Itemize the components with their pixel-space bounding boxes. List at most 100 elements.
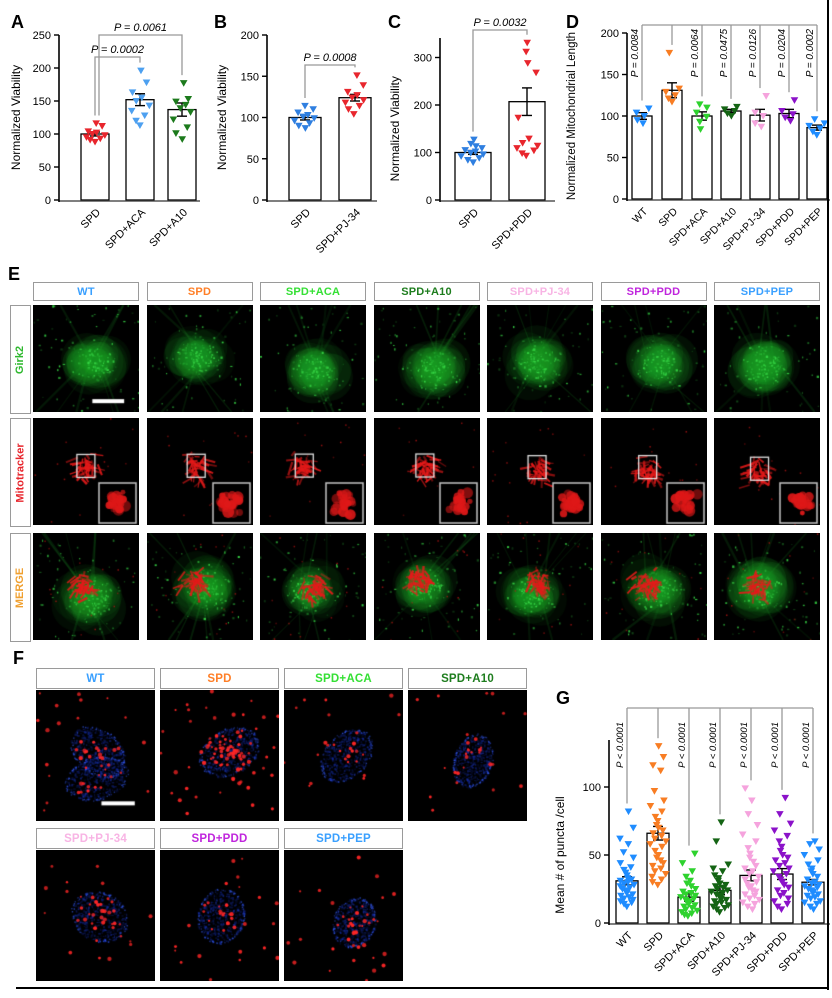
data-point xyxy=(625,884,634,892)
chart-mitochondrial-length: 0 50 100 150 200 Normalized Mitochondrial Len… xyxy=(566,24,830,253)
data-point xyxy=(304,111,312,119)
y-tick-label: 0 xyxy=(595,918,601,930)
data-point xyxy=(775,862,784,870)
data-point xyxy=(781,860,789,867)
bar-SPD+PDD xyxy=(508,101,546,201)
bar-WT xyxy=(631,115,653,200)
e-row-label-text: Girk2 xyxy=(14,345,27,374)
data-point xyxy=(353,92,361,99)
data-point xyxy=(691,885,700,893)
data-point xyxy=(128,89,137,97)
data-point xyxy=(624,841,633,848)
micrograph-puncta-SPD+PDD xyxy=(160,850,279,981)
y-tick-label: 0 xyxy=(613,194,619,206)
y-tick-label: 100 xyxy=(414,148,432,160)
data-point xyxy=(696,126,705,133)
micrograph-merge-SPD xyxy=(146,533,253,640)
data-point xyxy=(709,903,718,911)
data-point xyxy=(651,847,659,855)
micrograph-mito-SPD+PJ-34 xyxy=(487,418,593,525)
data-point xyxy=(132,97,141,105)
data-point xyxy=(661,871,670,878)
micrograph-mito-SPD xyxy=(146,418,253,525)
data-point xyxy=(650,788,659,795)
data-point xyxy=(624,879,632,886)
data-point xyxy=(738,831,747,839)
e-row-label-MERGE: MERGE xyxy=(10,533,31,642)
data-point xyxy=(658,843,666,851)
data-point xyxy=(668,98,676,106)
points-SPD+ACA xyxy=(692,101,711,133)
data-point xyxy=(470,136,478,144)
data-point xyxy=(711,883,720,890)
data-point xyxy=(91,138,99,146)
data-point xyxy=(532,69,540,77)
data-point xyxy=(717,899,726,907)
data-point xyxy=(693,907,701,915)
data-point xyxy=(172,130,180,137)
panel-label-d: D xyxy=(566,12,579,32)
micrograph-puncta-SPD xyxy=(160,690,279,821)
data-point xyxy=(461,147,470,154)
data-point xyxy=(727,112,736,120)
data-point xyxy=(786,820,795,828)
p-value-label: P < 0.0001 xyxy=(739,722,750,768)
points-SPD+A10 xyxy=(707,819,733,916)
data-point xyxy=(355,102,364,110)
data-point xyxy=(648,873,656,881)
data-point xyxy=(718,890,727,897)
data-point xyxy=(746,850,754,858)
data-point xyxy=(479,151,488,159)
data-point xyxy=(659,754,668,761)
data-point xyxy=(132,117,140,125)
data-point xyxy=(776,811,784,818)
data-point xyxy=(748,906,757,914)
data-point xyxy=(769,868,778,875)
data-point xyxy=(343,88,352,96)
data-point xyxy=(775,838,784,846)
data-point xyxy=(88,130,97,138)
data-point xyxy=(140,112,149,120)
data-point xyxy=(746,854,754,862)
data-point xyxy=(682,873,690,881)
data-point xyxy=(806,903,815,911)
micrograph-girk2-SPD+PDD xyxy=(600,305,707,412)
data-point xyxy=(98,123,106,130)
data-point xyxy=(290,117,299,125)
data-point xyxy=(757,123,766,131)
micrograph-merge-SPD+PJ-34 xyxy=(487,533,593,640)
bar-SPD xyxy=(661,89,683,200)
data-point xyxy=(127,107,136,115)
data-point xyxy=(744,811,753,818)
y-tick-label: 200 xyxy=(33,63,51,75)
data-point xyxy=(101,132,109,139)
p-value-label: P < 0.0001 xyxy=(801,722,812,768)
e-row-label-text: Mitotracker xyxy=(14,442,27,503)
data-point xyxy=(691,892,700,900)
data-point xyxy=(653,881,662,889)
y-axis-title: Normalized Viability xyxy=(10,65,23,170)
figure-border-right xyxy=(827,0,829,990)
data-point xyxy=(820,120,829,128)
data-point xyxy=(137,67,145,75)
points-SPD+PJ-34 xyxy=(738,785,764,914)
data-point xyxy=(745,895,754,903)
data-point xyxy=(646,841,654,848)
data-point xyxy=(648,879,657,886)
panel-label-c: C xyxy=(388,12,401,32)
data-point xyxy=(353,72,361,80)
p-value-label: P = 0.0475 xyxy=(719,29,730,78)
data-point xyxy=(743,903,752,911)
micrograph-puncta-WT xyxy=(36,690,155,821)
data-point xyxy=(657,876,666,884)
x-category-label: SPD+ACA xyxy=(103,206,148,251)
data-point xyxy=(295,122,303,130)
p-value-label: P = 0.0061 xyxy=(114,22,167,34)
data-point xyxy=(649,762,657,769)
data-point xyxy=(714,875,723,882)
points-SPD xyxy=(662,49,683,106)
y-tick-label: 200 xyxy=(601,28,619,40)
data-point xyxy=(619,849,628,856)
data-point xyxy=(770,898,779,905)
data-point xyxy=(781,794,790,802)
